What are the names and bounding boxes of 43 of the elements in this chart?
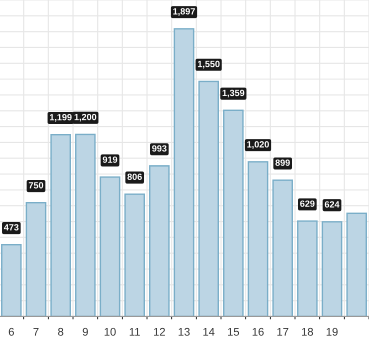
x-tick-label: 11 (130, 328, 140, 336)
bar (297, 220, 318, 316)
x-tick-label: 7 (33, 328, 39, 336)
data-label: 1,897 (173, 8, 195, 16)
data-label: 1,200 (74, 114, 96, 122)
bar (174, 28, 194, 316)
x-tick-label: 15 (228, 328, 240, 336)
bar (1, 244, 22, 316)
bar (198, 80, 219, 316)
bar (149, 165, 170, 316)
bar (272, 179, 293, 316)
bar (248, 161, 268, 316)
bar (322, 221, 342, 316)
data-label: 473 (4, 224, 19, 231)
bar (100, 176, 120, 316)
x-tick-label: 19 (326, 328, 338, 336)
x-tick-label: 12 (154, 328, 165, 336)
x-tick-label: 17 (277, 328, 288, 336)
x-tick-label: 16 (252, 328, 264, 336)
data-label: 1,020 (247, 141, 269, 149)
x-tick-label: 6 (8, 328, 14, 336)
data-label: 629 (300, 200, 315, 207)
data-label: 1,199 (50, 114, 72, 122)
x-tick-label: 14 (203, 328, 215, 336)
bar (26, 202, 46, 316)
data-label: 899 (275, 159, 290, 166)
x-tick-label: 18 (302, 328, 314, 336)
x-tick-label: 8 (58, 328, 64, 336)
bar (75, 134, 96, 316)
x-tick-label: 10 (104, 328, 116, 336)
data-label: 1,550 (198, 60, 220, 68)
data-label: 624 (324, 201, 340, 208)
data-label: 806 (127, 174, 142, 180)
bar (50, 134, 71, 316)
bar (346, 212, 367, 316)
data-label: 1,359 (222, 90, 244, 98)
bar (223, 110, 244, 316)
data-label: 919 (102, 156, 118, 163)
data-label: 993 (152, 145, 167, 152)
x-tick-label: 9 (82, 328, 88, 336)
bar (124, 194, 145, 316)
data-label: 750 (28, 182, 44, 188)
x-tick-label: 13 (178, 328, 190, 336)
